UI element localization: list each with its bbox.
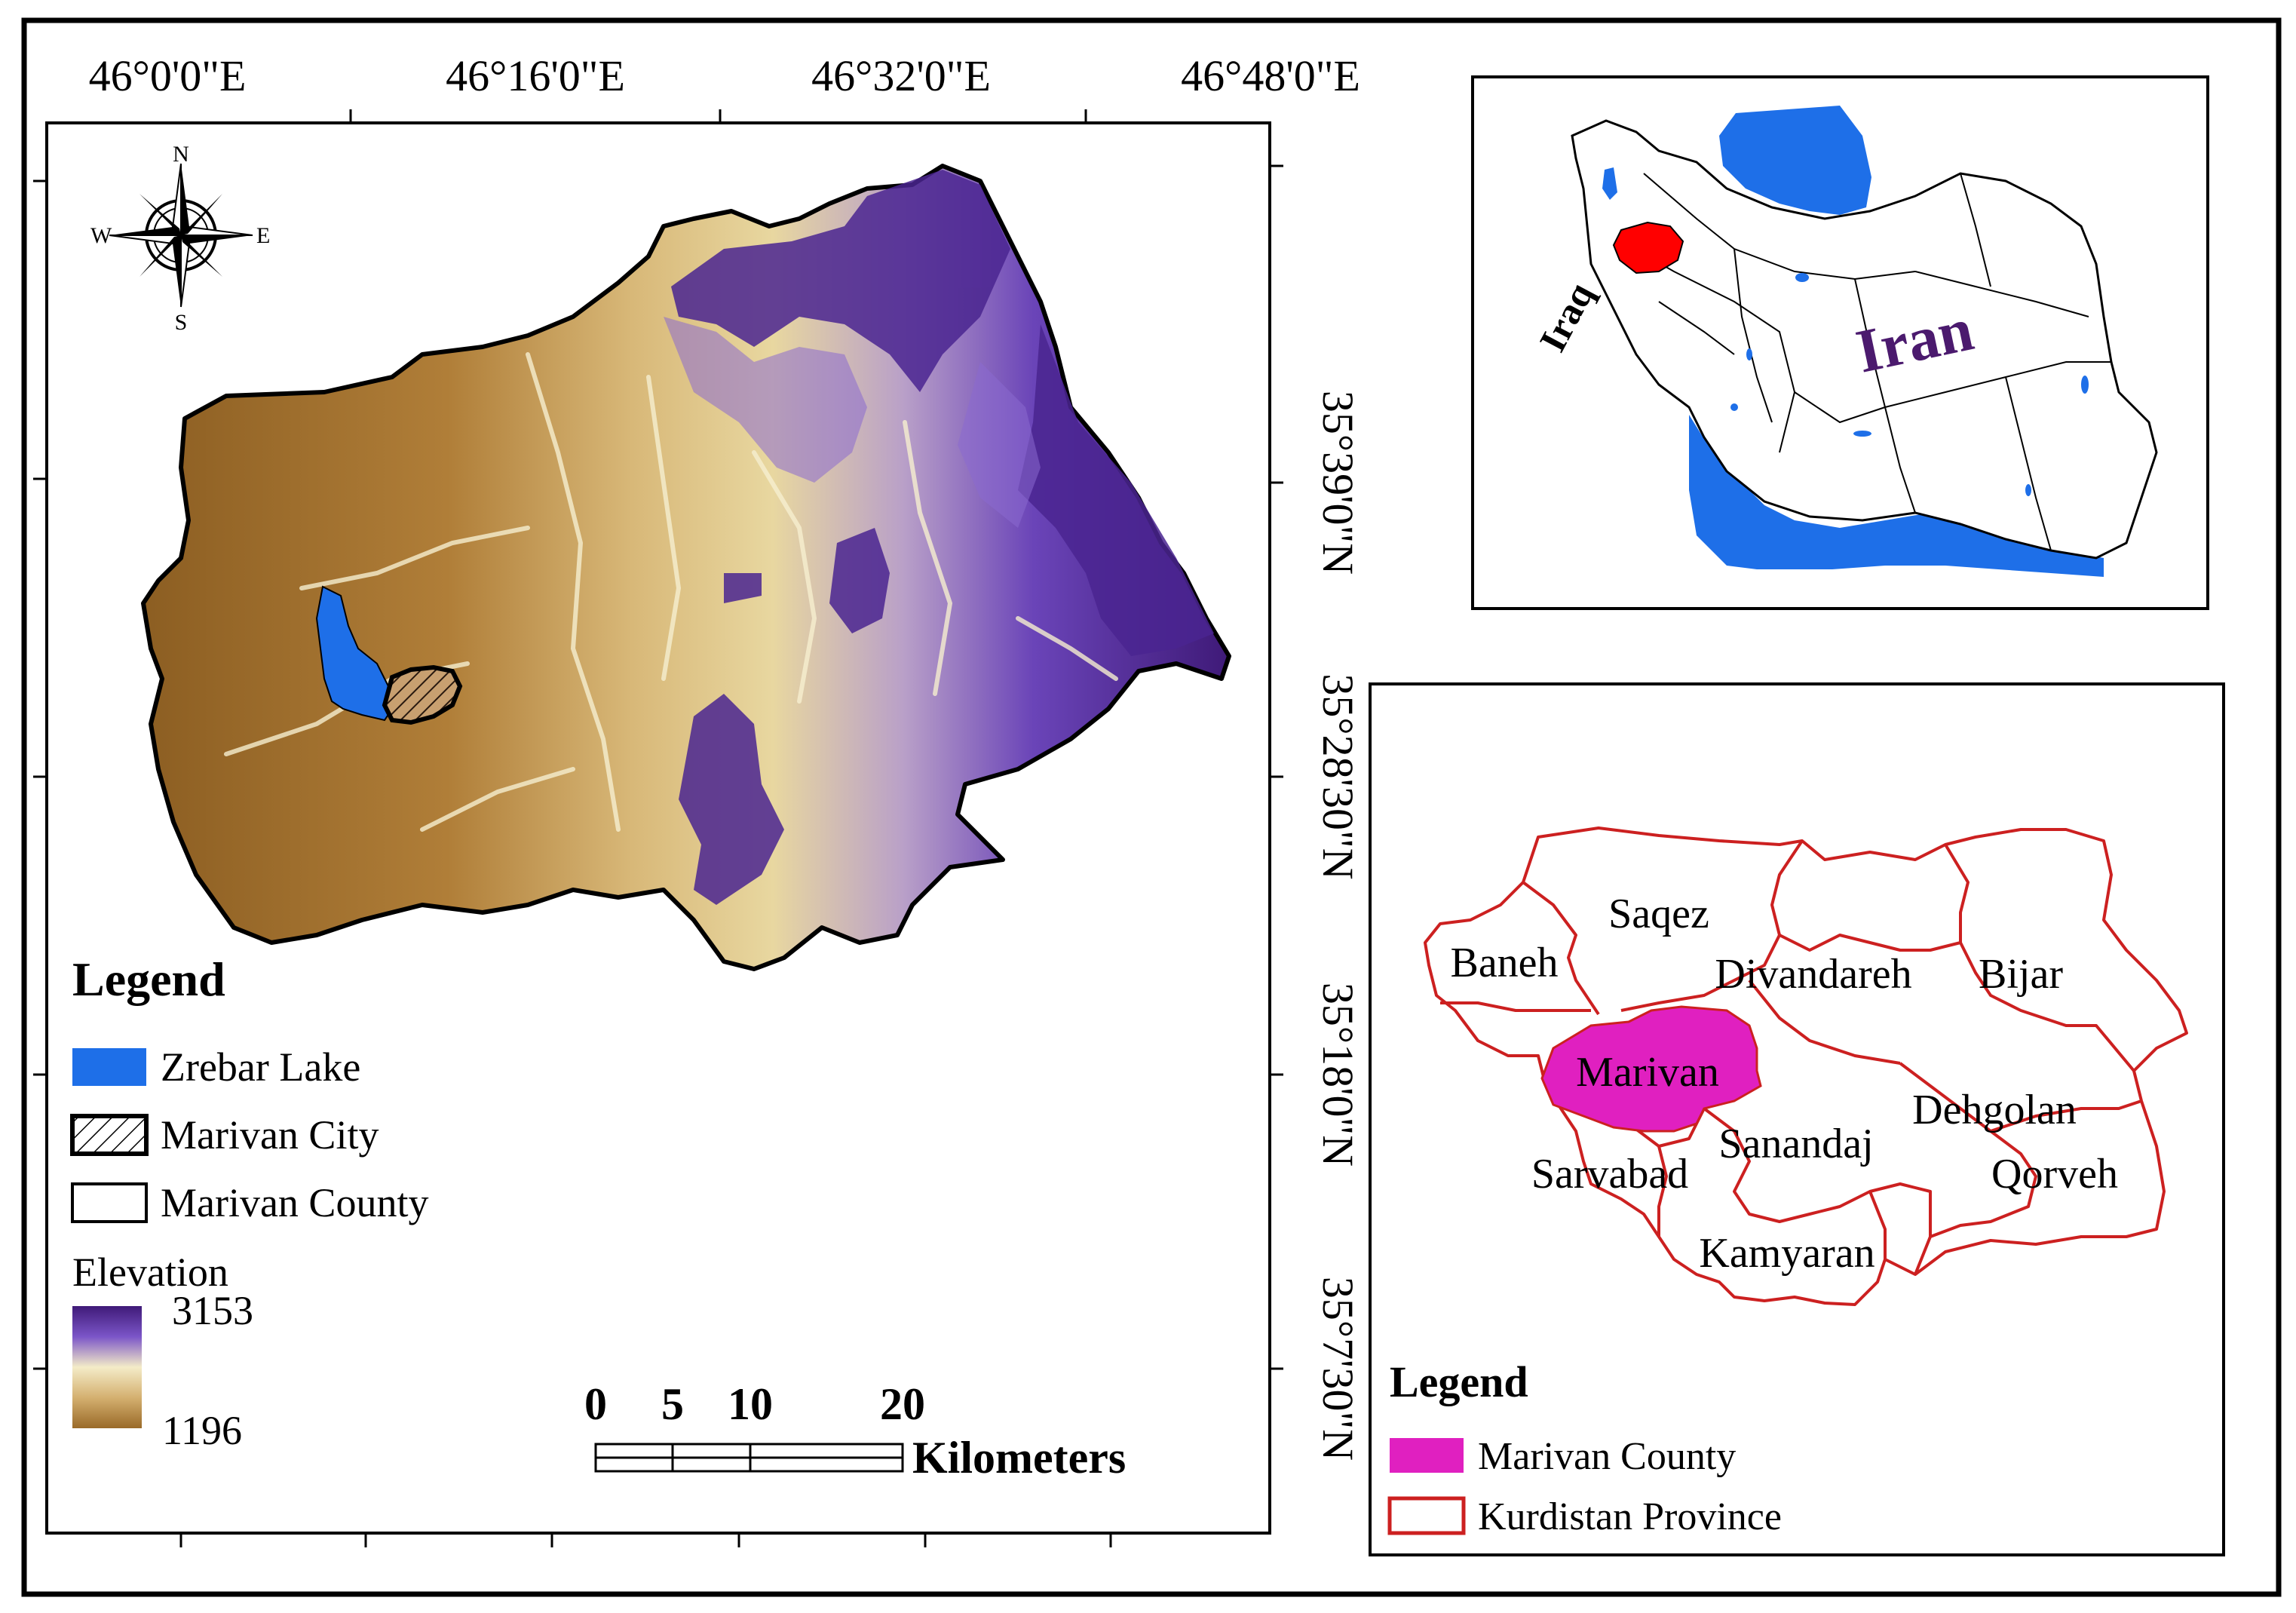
scale-unit: Kilometers: [912, 1433, 1126, 1483]
legend-label-county: Marivan County: [161, 1180, 428, 1225]
main-legend-title: Legend: [72, 952, 225, 1006]
legend-elevation-title: Elevation: [72, 1250, 228, 1295]
lat-label-2: 35°28'30"N: [1314, 673, 1363, 879]
county-label-divandareh: Divandareh: [1715, 951, 1911, 998]
outer-frame: [21, 17, 2282, 1597]
marivan-county-elevation: [141, 164, 1231, 971]
scale-tick-0: 0: [584, 1379, 607, 1429]
bottom-ticks: [179, 1533, 1112, 1547]
compass-w-label: W: [90, 223, 112, 248]
main-legend: Legend Zrebar Lake Marivan City Marivan …: [70, 952, 428, 1453]
county-labels: Saqez Baneh Divandareh Bijar Marivan Deh…: [1450, 891, 2118, 1277]
county-label-qorveh: Qorveh: [1991, 1151, 2118, 1197]
kurdistan-legend: Legend Marivan County Kurdistan Province: [1387, 1357, 1782, 1538]
highland-patches: [671, 170, 1214, 905]
iran-province-lines: [1620, 173, 2111, 551]
legend-swatch-county: [71, 1182, 148, 1223]
legend-label-marivan-county: Marivan County: [1478, 1435, 1736, 1478]
lat-label-3: 35°18'0"N: [1314, 983, 1363, 1167]
lon-label-2: 46°16'0"E: [446, 51, 625, 100]
county-label-dehgolan: Dehgolan: [1912, 1087, 2077, 1133]
iran-inset: Iran Iraq: [1471, 75, 2209, 610]
county-label-baneh: Baneh: [1450, 940, 1558, 986]
zrebar-lake: [315, 585, 394, 722]
lon-label-1: 46°0'0"E: [89, 51, 247, 100]
county-label-marivan: Marivan: [1576, 1049, 1719, 1096]
scale-tick-10: 10: [728, 1379, 773, 1429]
marivan-city: [382, 664, 463, 725]
compass-e-label: E: [256, 223, 270, 248]
kurdistan-legend-title: Legend: [1390, 1357, 1528, 1406]
county-label-kamyaran: Kamyaran: [1699, 1230, 1875, 1277]
lat-label-1: 35°39'0"N: [1314, 391, 1363, 575]
left-ticks: [33, 179, 47, 1370]
legend-swatch-marivan-county: [1390, 1438, 1464, 1473]
legend-swatch-lake: [72, 1048, 146, 1086]
compass-n-label: N: [173, 142, 189, 167]
marivan-county-highlight: [1540, 1005, 1762, 1133]
kurdistan-highlight: [1612, 221, 1684, 274]
scale-tick-5: 5: [661, 1379, 684, 1429]
highland-transition: [664, 317, 1041, 528]
iran-outline: [1571, 119, 2158, 560]
compass-s-label: S: [175, 310, 188, 335]
lon-label-4: 46°48'0"E: [1181, 51, 1360, 100]
lat-label-4: 35°7'30"N: [1314, 1277, 1363, 1461]
legend-label-lake: Zrebar Lake: [161, 1044, 360, 1090]
legend-swatch-kurdistan-province: [1387, 1496, 1466, 1535]
right-ticks: [1270, 164, 1283, 1370]
county-borders: [1440, 839, 2142, 1275]
elevation-ramp: [72, 1306, 142, 1428]
kurdistan-inset: Saqez Baneh Divandareh Bijar Marivan Deh…: [1369, 682, 2225, 1556]
valley-lines: [224, 352, 1118, 832]
top-ticks: [349, 109, 1087, 123]
county-label-sarvabad: Sarvabad: [1531, 1151, 1688, 1197]
elevation-max: 3153: [172, 1288, 253, 1333]
main-map: 46°0'0"E 46°16'0"E 46°32'0"E 46°48'0"E: [33, 51, 1363, 1547]
kurdistan-inset-frame: [1369, 682, 2225, 1556]
county-label-bijar: Bijar: [1979, 951, 2063, 998]
kurdistan-outline: [1424, 826, 2188, 1306]
compass-rose: N S E W: [90, 142, 270, 335]
elevation-min: 1196: [162, 1408, 242, 1453]
scale-tick-20: 20: [880, 1379, 925, 1429]
caspian-sea: [1719, 106, 1871, 215]
legend-label-city: Marivan City: [161, 1112, 379, 1158]
legend-swatch-city: [70, 1114, 149, 1156]
iran-lakes: [1602, 167, 2089, 496]
lon-label-3: 46°32'0"E: [811, 51, 991, 100]
scale-bar: 0 5 10 20 Kilometers: [584, 1379, 1126, 1483]
legend-label-kurdistan-province: Kurdistan Province: [1478, 1495, 1782, 1538]
county-label-saqez: Saqez: [1608, 891, 1709, 937]
county-label-sanandaj: Sanandaj: [1718, 1121, 1873, 1167]
